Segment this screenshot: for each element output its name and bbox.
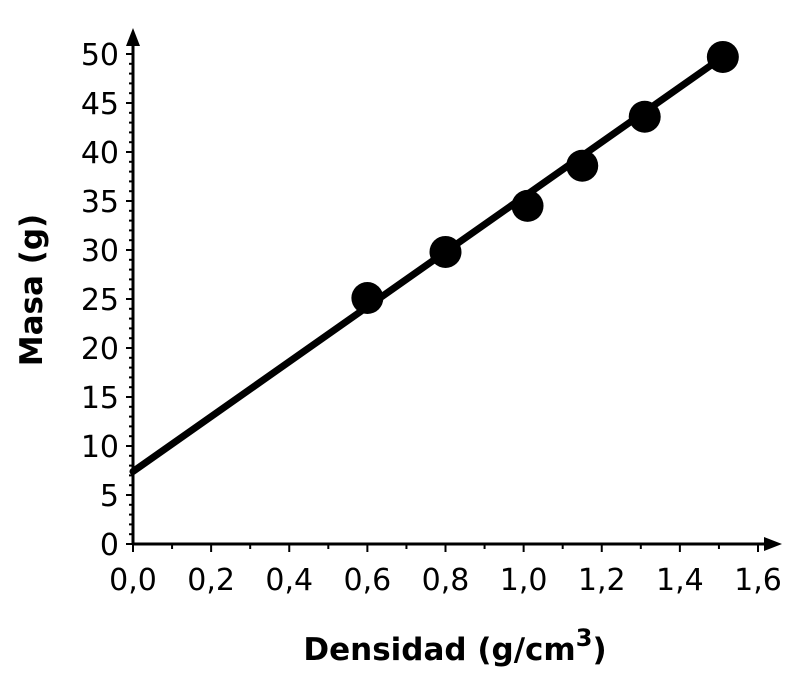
y-tick-label: 20 — [81, 332, 119, 367]
x-tick-label: 0,6 — [344, 563, 392, 598]
y-axis-title: Masa (g) — [14, 214, 50, 366]
y-tick-label: 45 — [81, 87, 119, 122]
y-tick-label: 30 — [81, 234, 119, 269]
y-tick-label: 50 — [81, 38, 119, 73]
tick-labels: 0 5 10 15 20 25 30 35 40 45 50 0,0 0,2 0,4 0,6 0,8 1,0 1,… — [81, 38, 782, 598]
y-tick-label: 35 — [81, 185, 119, 220]
x-tick-label: 1,4 — [656, 563, 704, 598]
fit-line — [129, 53, 727, 475]
x-tick-label: 0,0 — [109, 563, 157, 598]
data-point — [429, 235, 462, 268]
x-tick-label: 0,2 — [187, 563, 235, 598]
data-point — [706, 40, 739, 73]
y-tick-label: 0 — [100, 528, 119, 563]
x-tick-label: 1,2 — [578, 563, 626, 598]
data-point — [628, 100, 661, 133]
axes — [126, 28, 782, 551]
y-tick-label: 25 — [81, 283, 119, 318]
ticks — [126, 53, 759, 552]
y-tick-label: 5 — [100, 479, 119, 514]
x-axis-arrow — [764, 537, 782, 551]
x-axis-title: Densidad (g/cm3) — [303, 624, 606, 668]
data-point — [566, 149, 599, 182]
x-tick-label: 0,8 — [422, 563, 470, 598]
y-axis-arrow — [126, 28, 140, 46]
fit-line-group — [129, 53, 727, 475]
x-tick-label: 1,6 — [734, 563, 782, 598]
x-tick-label: 1,0 — [500, 563, 548, 598]
data-point — [511, 189, 544, 222]
x-tick-label: 0,4 — [265, 563, 313, 598]
data-point — [351, 282, 384, 315]
y-tick-label: 15 — [81, 381, 119, 416]
y-tick-label: 10 — [81, 430, 119, 465]
y-tick-label: 40 — [81, 136, 119, 171]
data-points — [351, 40, 739, 315]
